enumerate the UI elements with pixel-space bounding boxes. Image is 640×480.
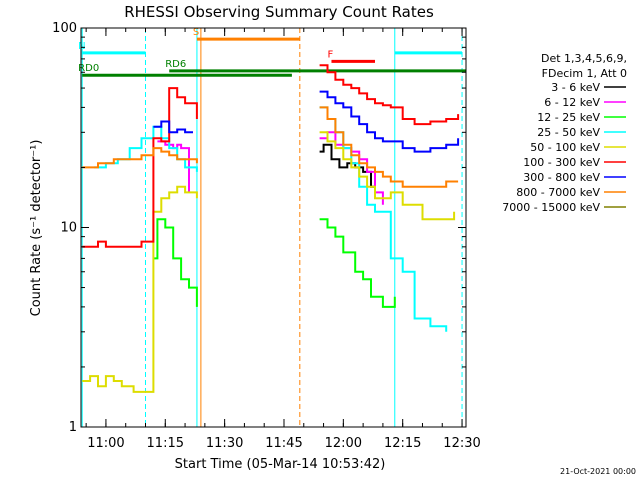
legend-header-1: FDecim 1, Att 0 (542, 67, 627, 80)
x-tick-label-6: 12:30 (443, 436, 480, 451)
series-2 (153, 218, 396, 308)
x-tick-label-1: 11:15 (147, 436, 184, 451)
flag-label-4: F (327, 49, 333, 60)
y-tick-label-0: 1 (69, 420, 77, 435)
axes: 11:00 11:15 11:30 11:45 12:00 12:15 12:30 1 10 10… (52, 21, 481, 451)
flag-label-0: N (78, 41, 85, 52)
series-4 (82, 131, 456, 393)
legend-label-2: 12 - 25 keV (537, 111, 600, 124)
legend-header-0: Det 1,3,4,5,6,9, (541, 52, 627, 65)
x-tick-label-3: 11:45 (265, 436, 302, 451)
y-tick-label-2: 100 (52, 21, 77, 36)
x-tick-label-0: 11:00 (87, 436, 124, 451)
y-tick-label-1: 10 (60, 221, 77, 236)
series-1 (157, 131, 384, 205)
series-lines (82, 64, 460, 393)
timestamp: 21-Oct-2021 00:00 (560, 467, 636, 476)
flag-bars: N RD0 RD6 S F (78, 27, 466, 77)
legend-label-0: 3 - 6 keV (551, 81, 600, 94)
legend-label-3: 25 - 50 keV (537, 126, 600, 139)
legend: Det 1,3,4,5,6,9, FDecim 1, Att 03 - 6 keV… (502, 52, 627, 214)
series-6 (153, 90, 460, 153)
flag-label-3: S (193, 27, 199, 38)
y-axis-label: Count Rate (s⁻¹ detector⁻¹) (29, 140, 44, 317)
plot-lines (81, 28, 463, 427)
legend-label-8: 7000 - 15000 keV (502, 201, 600, 214)
flag-label-1: RD0 (78, 63, 99, 74)
legend-label-5: 100 - 300 keV (523, 156, 600, 169)
series-0 (319, 143, 376, 188)
x-axis-label: Start Time (05-Mar-14 10:53:42) (175, 457, 386, 472)
legend-label-7: 800 - 7000 keV (516, 186, 600, 199)
legend-label-1: 6 - 12 keV (544, 96, 600, 109)
legend-label-6: 300 - 800 keV (523, 171, 600, 184)
series-5 (82, 64, 460, 248)
plot-frame (80, 27, 467, 428)
x-tick-label-4: 12:00 (325, 436, 362, 451)
flag-label-2: RD6 (165, 59, 186, 70)
x-tick-label-2: 11:30 (206, 436, 243, 451)
chart-title: RHESSI Observing Summary Count Rates (124, 3, 434, 21)
legend-label-4: 50 - 100 keV (530, 141, 600, 154)
x-tick-label-5: 12:15 (384, 436, 421, 451)
series-7 (82, 106, 459, 188)
